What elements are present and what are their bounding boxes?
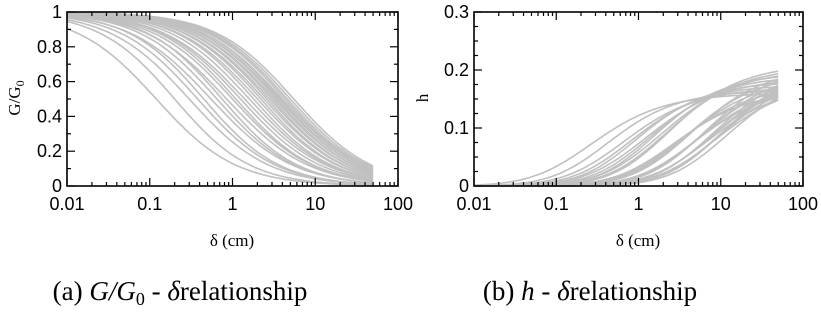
curve-a-30	[66, 11, 374, 167]
x-tick-label: 0.01	[456, 194, 491, 214]
curve-b-15	[474, 82, 779, 187]
caption-a-g2: G	[116, 276, 136, 306]
curves-b	[473, 70, 779, 187]
curve-b-1	[473, 93, 779, 186]
tick-labels-a: 0.01 0.1 1 10 100 0 0.2 0.4 0.6 0.8 1	[37, 2, 413, 214]
caption-b-dash: -	[535, 276, 558, 306]
x-tick-label: 1	[227, 194, 237, 214]
curve-a-3	[66, 19, 374, 186]
y-axis-label-a: G/G0	[5, 80, 27, 115]
caption-a-suffix: relationship	[180, 276, 307, 306]
x-tick-label: 100	[788, 194, 818, 214]
y-tick-label: 0.2	[37, 141, 62, 161]
caption-a-dash: -	[145, 276, 168, 306]
y-tick-label: 0.2	[444, 60, 469, 80]
chart-panel-b: 0.01 0.1 1 10 100 0 0.1 0.2 0.3 δ (cm) h (b) h -…	[413, 2, 818, 306]
x-tick-label: 1	[633, 194, 643, 214]
curve-b-2	[474, 90, 779, 187]
caption-a-delta: δ	[167, 276, 180, 306]
ticks-a	[66, 11, 399, 187]
y-tick-label: 1	[52, 2, 62, 22]
caption-b-suffix: relationship	[570, 276, 697, 306]
x-tick-label: 10	[711, 194, 731, 214]
y-tick-label: 0	[52, 176, 62, 196]
y-tick-label: 0.3	[444, 2, 469, 22]
curves-a	[66, 11, 374, 186]
caption-a-slash: /	[107, 276, 119, 306]
caption-b: (b) h - δrelationship	[483, 276, 697, 306]
y-axis-label-a-main: G/G	[5, 86, 24, 115]
caption-a-g1: G	[89, 276, 109, 306]
curve-a-2	[66, 20, 374, 186]
caption-a-prefix: (a)	[53, 276, 90, 306]
y-tick-label: 0.1	[444, 118, 469, 138]
ticks-b	[473, 11, 804, 187]
x-axis-label-a: δ (cm)	[210, 231, 254, 250]
curve-a-9	[66, 14, 374, 183]
caption-b-prefix: (b)	[483, 276, 521, 306]
curve-b-14	[474, 87, 779, 187]
curve-a-14	[66, 13, 374, 180]
y-axis-label-b: h	[413, 93, 432, 102]
x-tick-label: 100	[383, 194, 413, 214]
x-axis-label-b: δ (cm)	[616, 231, 660, 250]
y-axis-label-a-sub: 0	[13, 80, 27, 86]
caption-a: (a) G/G0 - δrelationship	[53, 276, 308, 309]
x-tick-label: 0.01	[49, 194, 84, 214]
tick-labels-b: 0.01 0.1 1 10 100 0 0.1 0.2 0.3	[444, 2, 818, 214]
curve-b-6	[474, 81, 779, 187]
y-tick-label: 0	[459, 176, 469, 196]
caption-a-sub: 0	[136, 289, 145, 309]
curve-a-8	[66, 14, 374, 184]
y-tick-label: 0.4	[37, 106, 62, 126]
y-tick-label: 0.6	[37, 72, 62, 92]
x-tick-label: 0.1	[137, 194, 162, 214]
curve-a-13	[66, 13, 374, 180]
x-tick-label: 0.1	[544, 194, 569, 214]
y-axis-label-b-main: h	[413, 93, 432, 102]
x-tick-label: 10	[305, 194, 325, 214]
y-tick-label: 0.8	[37, 37, 62, 57]
caption-b-h: h	[521, 276, 535, 306]
caption-b-delta: δ	[557, 276, 570, 306]
